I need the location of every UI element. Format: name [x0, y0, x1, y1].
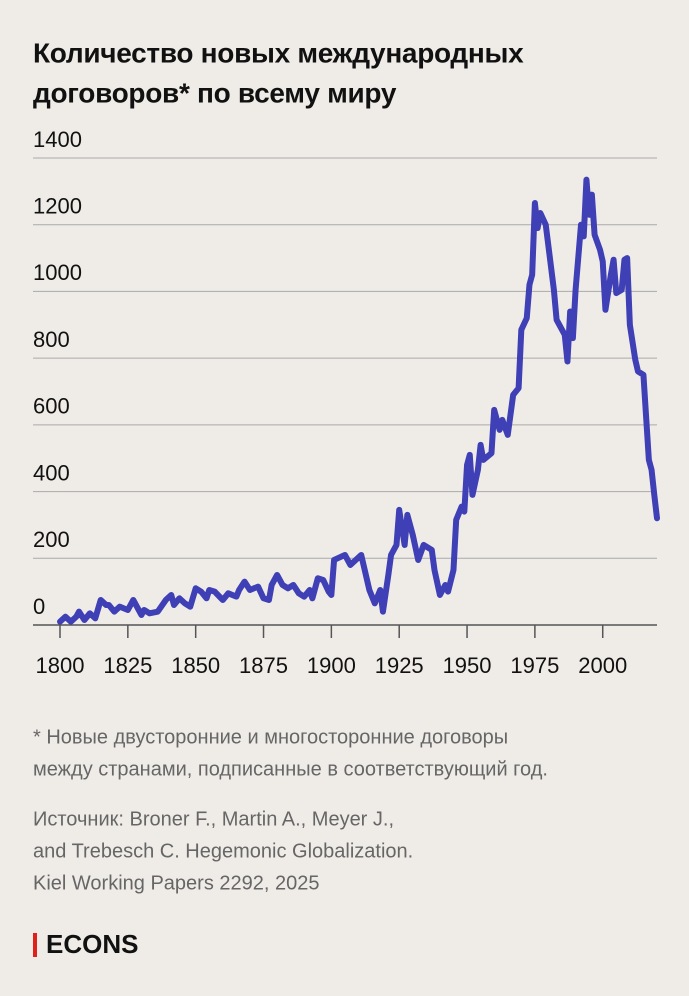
x-tick-label: 1875: [239, 653, 288, 678]
chart-title: Количество новых международных: [33, 37, 524, 68]
y-tick-label: 200: [33, 527, 70, 552]
source: and Trebesch C. Hegemonic Globalization.: [33, 840, 413, 862]
data-line: [57, 176, 660, 625]
brand: ECONS: [46, 929, 138, 959]
x-tick-label: 1800: [36, 653, 85, 678]
x-tick-label: 1925: [375, 653, 424, 678]
x-tick-label: 1850: [171, 653, 220, 678]
footnote: между странами, подписанные в соответств…: [33, 758, 548, 780]
y-tick-label: 1400: [33, 127, 82, 152]
y-tick-label: 800: [33, 327, 70, 352]
x-tick-label: 1950: [443, 653, 492, 678]
y-tick-label: 1000: [33, 260, 82, 285]
y-tick-label: 1200: [33, 194, 82, 219]
chart-title: договоров* по всему миру: [33, 77, 397, 108]
x-tick-label: 1825: [103, 653, 152, 678]
source: Kiel Working Papers 2292, 2025: [33, 872, 319, 894]
y-tick-label: 600: [33, 394, 70, 419]
x-tick-label: 1975: [510, 653, 559, 678]
footnote: * Новые двусторонние и многосторонние до…: [33, 726, 508, 748]
x-tick-label: 1900: [307, 653, 356, 678]
y-tick-label: 400: [33, 460, 70, 485]
brand-bar: [33, 933, 37, 957]
y-tick-label: 0: [33, 594, 45, 619]
source: Источник: Broner F., Martin A., Meyer J.…: [33, 808, 394, 830]
x-tick-label: 2000: [578, 653, 627, 678]
